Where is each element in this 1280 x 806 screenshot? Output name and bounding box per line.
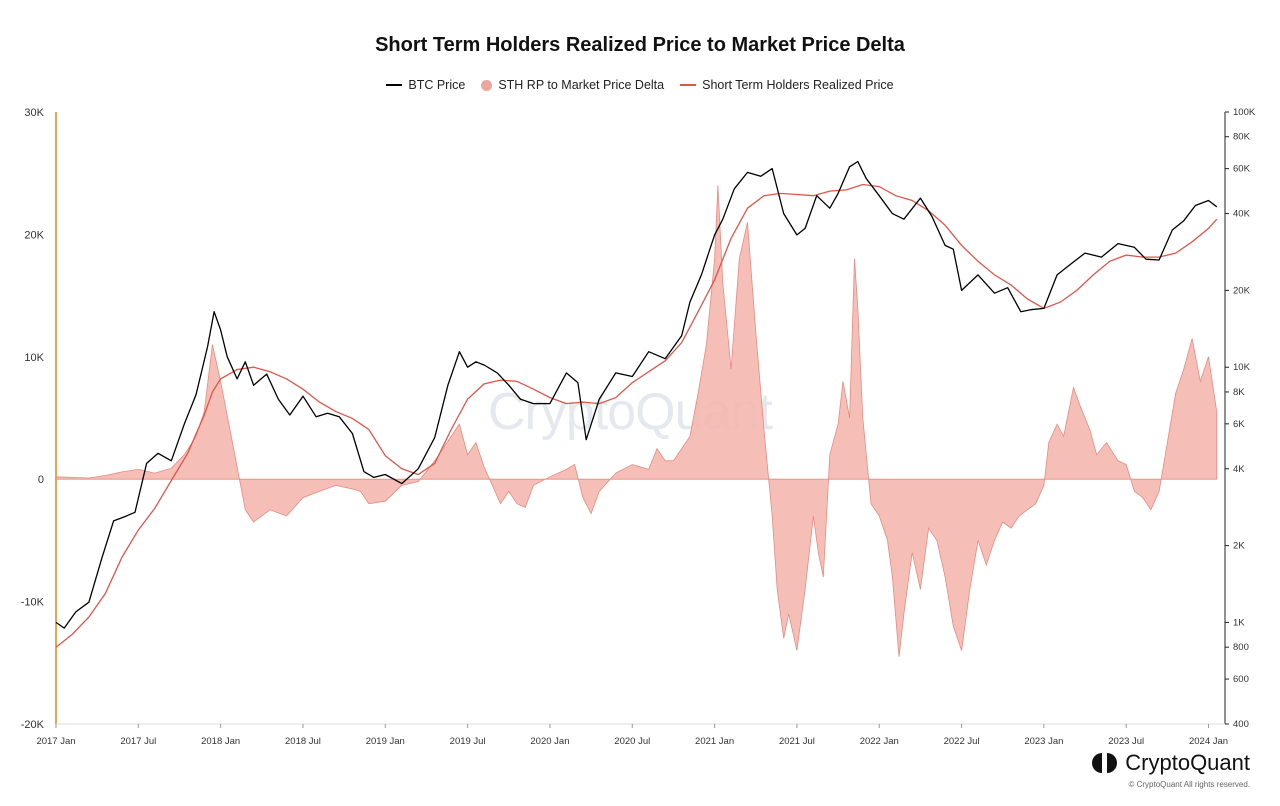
legend-item-sth[interactable]: Short Term Holders Realized Price (680, 78, 894, 92)
copyright: © CryptoQuant All rights reserved. (1128, 780, 1251, 789)
brand-name: CryptoQuant (1125, 750, 1250, 775)
left-tick-label: 30K (24, 107, 44, 119)
x-tick-label: 2017 Jan (36, 736, 75, 747)
right-tick-label: 800 (1233, 642, 1249, 653)
x-tick-label: 2022 Jan (860, 736, 899, 747)
legend-label-sth: Short Term Holders Realized Price (702, 78, 894, 92)
legend-item-delta[interactable]: STH RP to Market Price Delta (481, 78, 664, 92)
legend-label-delta: STH RP to Market Price Delta (498, 78, 665, 92)
x-tick-label: 2018 Jul (285, 736, 321, 747)
legend-item-btc[interactable]: BTC Price (386, 78, 465, 92)
chart-title: Short Term Holders Realized Price to Mar… (375, 34, 905, 56)
right-tick-label: 600 (1233, 674, 1249, 685)
series-btc-line (55, 160, 1218, 629)
brand: CryptoQuant (1091, 750, 1250, 776)
left-tick-label: -20K (21, 719, 45, 731)
x-tick-label: 2024 Jan (1189, 736, 1228, 747)
x-tick-label: 2020 Jan (530, 736, 569, 747)
right-tick-label: 80K (1233, 132, 1251, 143)
right-tick-label: 8K (1233, 387, 1245, 398)
x-tick-label: 2021 Jan (695, 736, 734, 747)
legend-swatch-btc (386, 84, 403, 86)
series-sth-line (55, 183, 1218, 648)
legend-label-btc: BTC Price (408, 78, 466, 92)
chart-legend: BTC Price STH RP to Market Price Delta S… (0, 78, 1280, 92)
right-tick-label: 100K (1233, 107, 1256, 118)
legend-swatch-delta (481, 79, 493, 91)
right-tick-label: 20K (1233, 285, 1251, 296)
x-tick-label: 2023 Jul (1108, 736, 1144, 747)
right-tick-label: 2K (1233, 541, 1245, 552)
x-tick-label: 2020 Jul (614, 736, 650, 747)
right-tick-label: 1K (1233, 617, 1245, 628)
series-delta-area (55, 185, 1218, 657)
right-tick-label: 60K (1233, 164, 1251, 175)
left-tick-label: 20K (24, 229, 44, 241)
left-tick-label: -10K (21, 597, 45, 609)
cryptoquant-logo-icon (1092, 753, 1118, 773)
right-tick-label: 6K (1233, 419, 1245, 430)
x-tick-label: 2021 Jul (779, 736, 815, 747)
left-tick-label: 0 (38, 474, 44, 486)
legend-swatch-sth (680, 84, 697, 86)
x-tick-label: 2017 Jul (120, 736, 156, 747)
x-tick-label: 2019 Jan (366, 736, 405, 747)
x-tick-label: 2019 Jul (450, 736, 486, 747)
right-tick-label: 4K (1233, 464, 1245, 475)
x-tick-label: 2022 Jul (944, 736, 980, 747)
right-tick-label: 400 (1233, 719, 1249, 730)
left-tick-label: 10K (24, 352, 44, 364)
x-tick-label: 2023 Jan (1024, 736, 1063, 747)
right-tick-label: 40K (1233, 209, 1251, 220)
right-tick-label: 10K (1233, 362, 1251, 373)
x-tick-label: 2018 Jan (201, 736, 240, 747)
